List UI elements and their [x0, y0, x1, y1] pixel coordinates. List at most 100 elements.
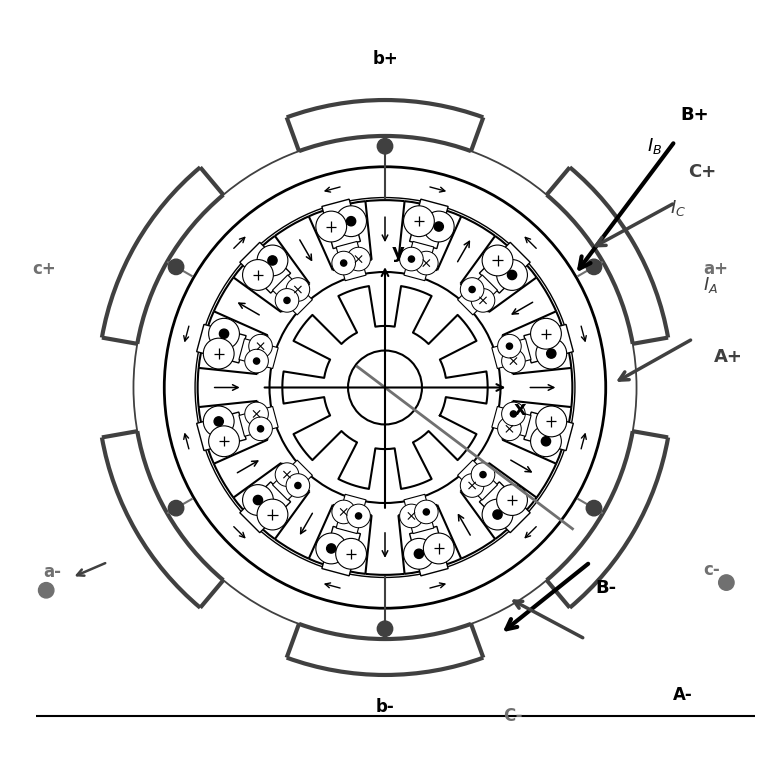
Polygon shape [480, 243, 531, 293]
Text: a+: a+ [703, 260, 728, 278]
Circle shape [493, 510, 502, 519]
Circle shape [531, 425, 561, 456]
Polygon shape [196, 325, 246, 363]
Circle shape [209, 425, 239, 456]
Text: y: y [392, 243, 404, 262]
Circle shape [497, 417, 521, 441]
Text: a-: a- [44, 563, 62, 581]
Polygon shape [273, 460, 313, 500]
Circle shape [547, 349, 556, 358]
Polygon shape [239, 243, 290, 293]
Polygon shape [239, 406, 278, 436]
Text: c+: c+ [32, 260, 56, 278]
Polygon shape [196, 412, 246, 450]
Circle shape [424, 509, 430, 515]
Text: A+: A+ [714, 348, 742, 366]
Circle shape [497, 260, 527, 291]
Circle shape [377, 139, 393, 154]
Polygon shape [239, 482, 290, 532]
Polygon shape [524, 412, 574, 450]
Circle shape [214, 417, 223, 426]
Circle shape [346, 504, 370, 528]
Circle shape [541, 436, 551, 446]
Circle shape [501, 402, 525, 425]
Circle shape [286, 277, 310, 301]
Polygon shape [410, 199, 448, 249]
Circle shape [471, 463, 495, 487]
Polygon shape [457, 460, 497, 500]
Text: $I_A$: $I_A$ [703, 275, 718, 294]
Polygon shape [336, 241, 366, 281]
Polygon shape [492, 406, 531, 436]
Circle shape [460, 474, 484, 498]
Circle shape [245, 402, 269, 425]
Circle shape [424, 533, 454, 564]
Circle shape [414, 251, 438, 275]
Circle shape [346, 216, 356, 226]
Circle shape [253, 358, 259, 364]
Circle shape [209, 319, 239, 350]
Circle shape [497, 484, 527, 515]
Circle shape [497, 334, 521, 358]
Circle shape [257, 245, 288, 276]
Circle shape [169, 501, 184, 516]
Circle shape [482, 245, 513, 276]
Circle shape [286, 474, 310, 498]
Circle shape [257, 425, 263, 432]
Circle shape [326, 544, 336, 553]
Circle shape [245, 350, 269, 373]
Polygon shape [524, 325, 574, 363]
Circle shape [284, 298, 290, 304]
Circle shape [275, 288, 299, 312]
Circle shape [268, 256, 277, 265]
Polygon shape [410, 526, 448, 576]
Circle shape [460, 277, 484, 301]
Circle shape [346, 247, 370, 271]
Circle shape [531, 319, 561, 350]
Text: b+: b+ [372, 50, 398, 68]
Circle shape [169, 259, 184, 274]
Circle shape [482, 499, 513, 530]
Circle shape [400, 247, 424, 271]
Circle shape [356, 513, 362, 519]
Text: B+: B+ [680, 106, 709, 125]
Circle shape [203, 338, 234, 369]
Circle shape [414, 500, 438, 524]
Circle shape [408, 256, 414, 262]
Circle shape [348, 350, 422, 425]
Circle shape [295, 482, 301, 488]
Text: C-: C- [503, 707, 523, 725]
Circle shape [243, 260, 273, 291]
Circle shape [511, 411, 517, 417]
Polygon shape [336, 494, 366, 534]
Circle shape [332, 251, 356, 275]
Circle shape [249, 334, 273, 358]
Text: B-: B- [595, 579, 617, 597]
Circle shape [38, 583, 54, 598]
Circle shape [424, 211, 454, 242]
Circle shape [253, 495, 263, 505]
Circle shape [586, 501, 601, 516]
Circle shape [203, 406, 234, 437]
Circle shape [332, 500, 356, 524]
Circle shape [275, 463, 299, 487]
Polygon shape [404, 241, 434, 281]
Polygon shape [322, 199, 360, 249]
Circle shape [316, 211, 346, 242]
Circle shape [501, 350, 525, 373]
Circle shape [400, 504, 424, 528]
Circle shape [480, 471, 486, 477]
Text: A-: A- [672, 687, 692, 704]
Circle shape [471, 288, 495, 312]
Circle shape [219, 329, 229, 339]
Circle shape [403, 206, 434, 236]
Polygon shape [457, 275, 497, 315]
Circle shape [507, 343, 513, 350]
Polygon shape [239, 339, 278, 369]
Circle shape [718, 575, 734, 591]
Circle shape [249, 417, 273, 441]
Polygon shape [492, 339, 531, 369]
Circle shape [243, 484, 273, 515]
Circle shape [507, 270, 517, 280]
Circle shape [257, 499, 288, 530]
